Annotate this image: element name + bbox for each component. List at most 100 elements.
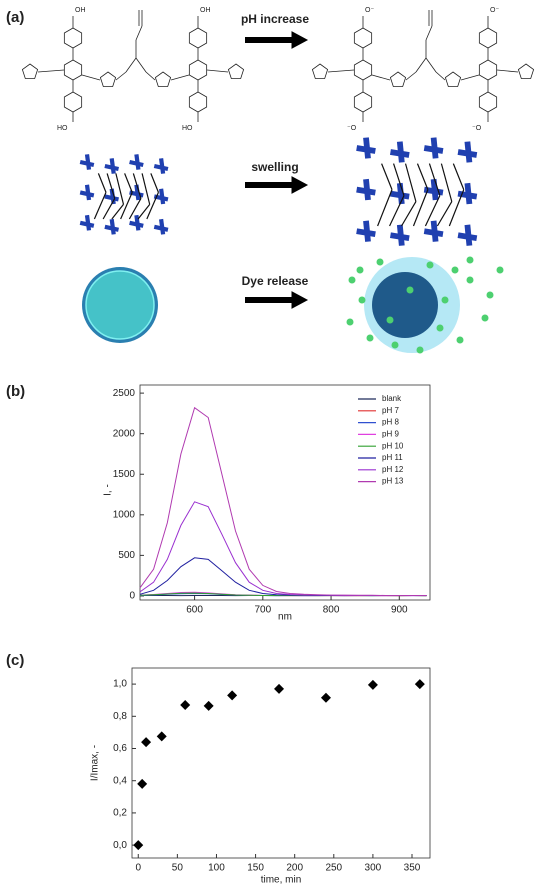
data-point [141, 737, 151, 747]
bond [426, 26, 432, 40]
ring [518, 64, 533, 78]
panel-label: (c) [6, 652, 24, 669]
bond [328, 70, 354, 72]
arrow-head [292, 177, 307, 193]
data-point [227, 690, 237, 700]
ring [189, 28, 206, 48]
bond [467, 142, 469, 163]
legend-label: blank [382, 394, 402, 403]
bond [366, 138, 368, 159]
bond [126, 58, 136, 72]
bond [142, 173, 150, 204]
particle [86, 271, 154, 339]
ring [479, 28, 496, 48]
atom-label: ⁻O [472, 125, 482, 132]
atom-label: O⁻ [365, 7, 374, 14]
y-tick-label: 0,0 [113, 840, 127, 851]
dye [357, 267, 364, 274]
dye [427, 262, 434, 269]
x-tick-label: 0 [135, 863, 141, 874]
bond [449, 190, 463, 226]
dye [367, 335, 374, 342]
dye [349, 277, 356, 284]
spectrum-line [140, 502, 427, 596]
atom-label: ⁻O [347, 125, 357, 132]
bond [402, 202, 416, 226]
dye [407, 287, 414, 294]
data-point [321, 693, 331, 703]
atom-label: HO [57, 125, 68, 132]
data-point [137, 779, 147, 789]
dye [497, 267, 504, 274]
ring [354, 60, 371, 80]
y-tick-label: 0,8 [113, 711, 127, 722]
ring [390, 72, 405, 86]
x-tick-label: 350 [404, 863, 421, 874]
dye [457, 337, 464, 344]
bond [136, 154, 138, 169]
bond [87, 215, 89, 230]
dye [442, 297, 449, 304]
atom-label: OH [75, 7, 86, 14]
arrow-head [292, 292, 307, 308]
legend-label: pH 11 [382, 453, 403, 462]
plot-frame [132, 668, 430, 858]
bond [434, 138, 436, 159]
bond [400, 142, 402, 163]
figure: (a) (b) (c) pH increase swelling Dye rel… [0, 0, 543, 887]
bond [453, 164, 463, 190]
panel-label: (b) [6, 383, 25, 400]
y-tick-label: 0,6 [113, 743, 127, 754]
x-tick-label: 100 [208, 863, 225, 874]
bond [125, 173, 133, 192]
bond [112, 158, 114, 173]
dye [482, 315, 489, 322]
dye [347, 319, 354, 326]
bond [382, 164, 392, 190]
bond [467, 183, 469, 204]
ring [228, 64, 243, 78]
ring [64, 28, 81, 48]
legend-label: pH 9 [382, 430, 399, 439]
y-tick-label: 0 [129, 591, 135, 602]
y-tick-label: 1,0 [113, 679, 127, 690]
y-tick-label: 0,2 [113, 808, 127, 819]
bond [436, 72, 445, 80]
bond [461, 75, 479, 80]
ring [354, 92, 371, 112]
bond [207, 70, 228, 72]
x-tick-label: 800 [323, 605, 340, 616]
bond [87, 154, 89, 169]
bond [417, 164, 427, 190]
bond [136, 215, 138, 230]
dye [359, 297, 366, 304]
ring [312, 64, 327, 78]
bond [372, 75, 390, 80]
bond [497, 70, 518, 72]
dye [387, 317, 394, 324]
bond [38, 70, 64, 72]
step-label: Dye release [242, 274, 309, 288]
bond [434, 221, 436, 242]
bond [116, 72, 126, 80]
y-axis-label: I, - [103, 484, 114, 496]
bond [406, 72, 416, 80]
atom-label: O⁻ [490, 7, 499, 14]
bond [437, 202, 451, 226]
ring [479, 92, 496, 112]
ring [189, 92, 206, 112]
particles [82, 257, 460, 353]
panel-label: (a) [6, 9, 24, 26]
data-point [180, 700, 190, 710]
data-point [204, 701, 214, 711]
x-tick-label: 50 [172, 863, 184, 874]
legend-label: pH 7 [382, 406, 399, 415]
dye [467, 277, 474, 284]
x-tick-label: 600 [186, 605, 203, 616]
data-point [415, 679, 425, 689]
bond [82, 75, 100, 80]
dye [377, 259, 384, 266]
x-tick-label: 900 [391, 605, 408, 616]
ring [479, 60, 496, 80]
bond [400, 225, 402, 246]
